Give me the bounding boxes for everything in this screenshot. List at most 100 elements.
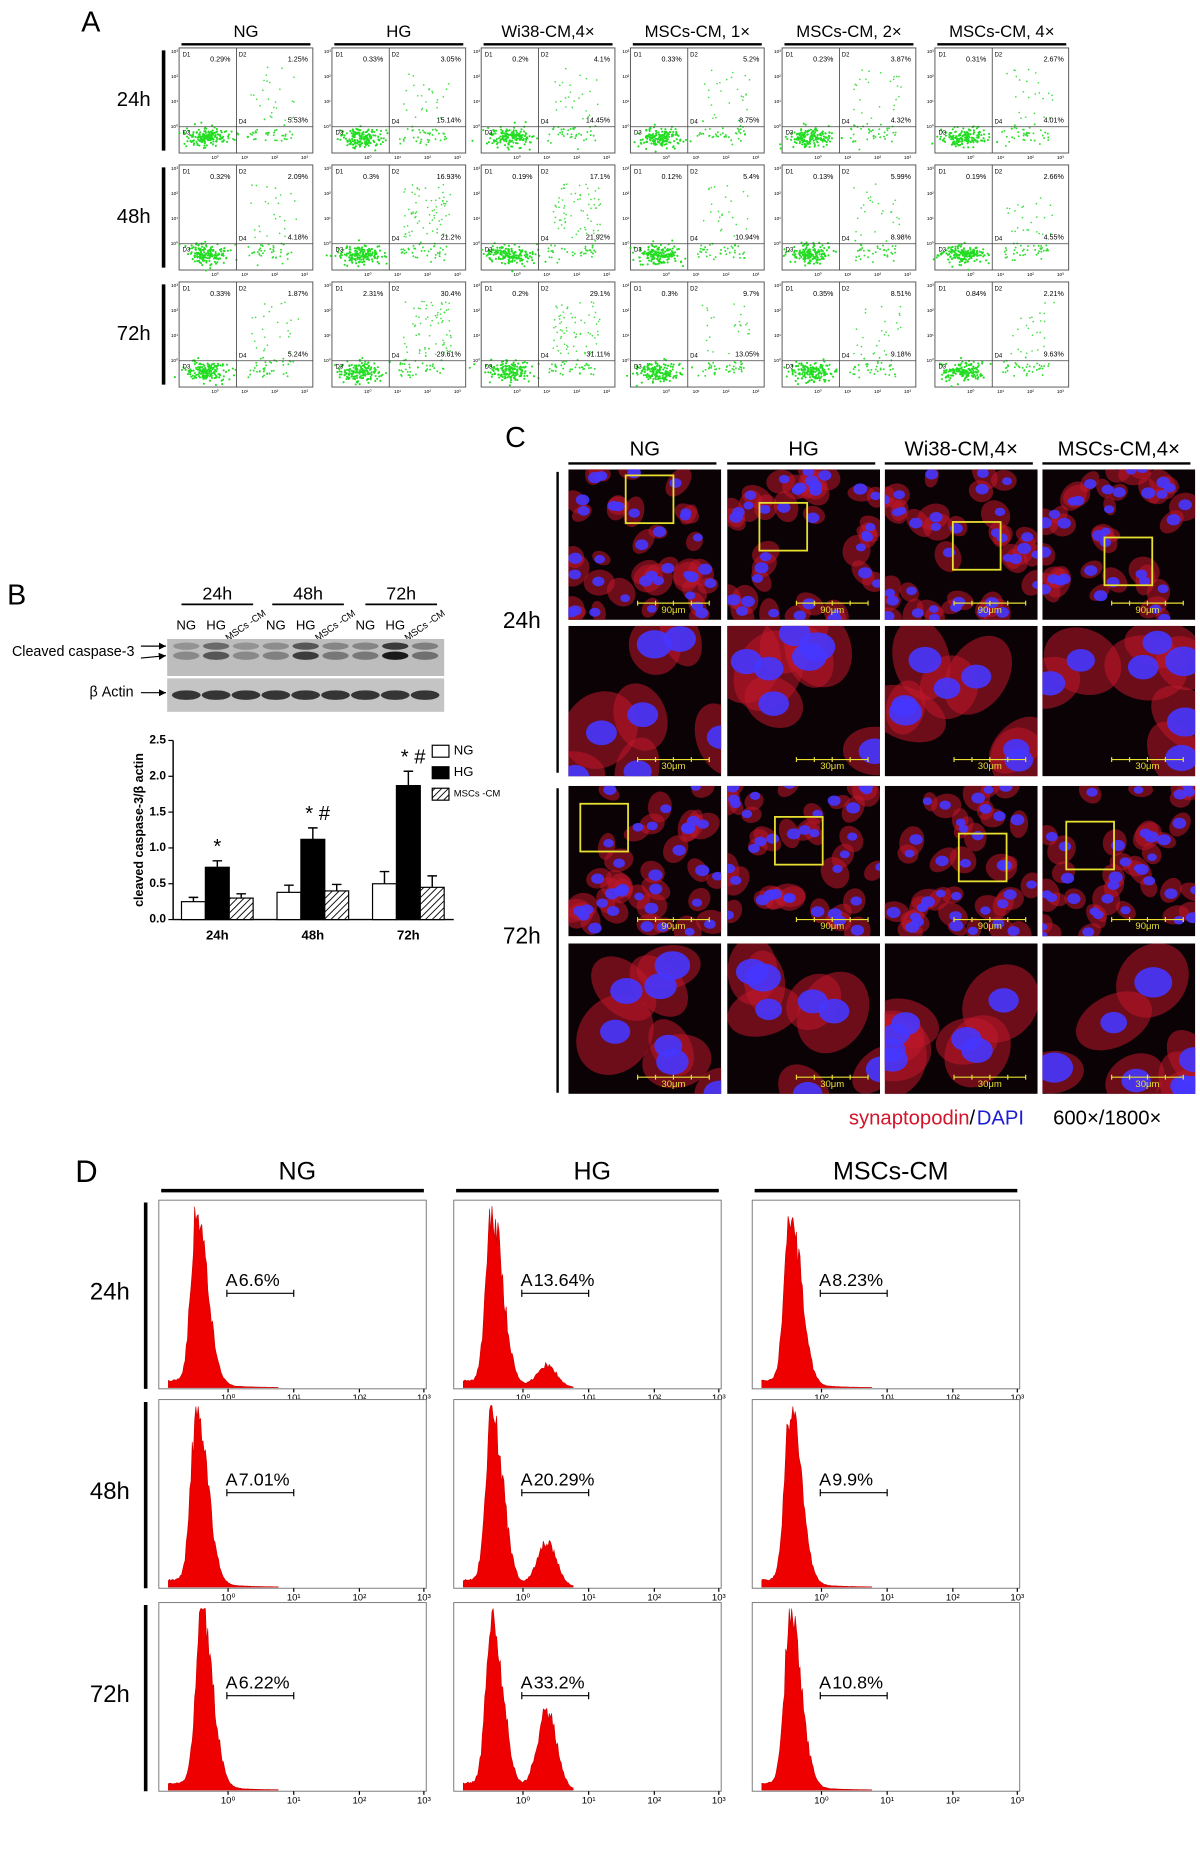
- event-dot: [1036, 216, 1038, 218]
- event-dot: [597, 331, 599, 333]
- event-dot: [520, 134, 522, 136]
- event-dot: [956, 254, 958, 256]
- event-dot: [1006, 256, 1008, 258]
- event-dot: [211, 377, 213, 379]
- event-dot: [255, 138, 257, 140]
- event-dot: [590, 367, 592, 369]
- axis-tick-label: 10²: [774, 308, 781, 314]
- event-dot: [219, 258, 221, 260]
- axis-tick-label: 10⁰: [171, 124, 178, 130]
- event-dot: [371, 258, 373, 260]
- event-dot: [211, 246, 213, 248]
- blot-band: [172, 690, 201, 700]
- event-dot: [714, 186, 716, 188]
- event-dot: [254, 237, 256, 239]
- event-dot: [547, 250, 549, 252]
- event-dot: [1040, 129, 1042, 131]
- event-dot: [510, 379, 512, 381]
- event-dot: [504, 263, 506, 265]
- event-dot: [857, 217, 859, 219]
- event-dot: [290, 319, 292, 321]
- event-dot: [888, 127, 890, 129]
- event-dot: [746, 228, 748, 230]
- event-dot: [853, 368, 855, 370]
- event-dot: [366, 363, 368, 365]
- event-dot: [514, 251, 516, 253]
- event-dot: [682, 265, 684, 267]
- event-dot: [501, 262, 503, 264]
- event-dot: [828, 247, 830, 249]
- event-dot: [253, 251, 255, 253]
- axis-tick-label: 10¹: [171, 333, 178, 339]
- quadrant-label: D2: [239, 287, 247, 293]
- event-dot: [585, 184, 587, 186]
- event-dot: [263, 374, 265, 376]
- event-dot: [275, 187, 277, 189]
- event-dot: [714, 114, 716, 116]
- nucleus: [569, 605, 582, 615]
- event-dot: [1047, 250, 1049, 252]
- event-dot: [275, 197, 277, 199]
- event-dot: [821, 365, 823, 367]
- event-dot: [214, 136, 216, 138]
- event-dot: [570, 193, 572, 195]
- event-dot: [967, 269, 969, 271]
- event-dot: [380, 375, 382, 377]
- event-dot: [888, 374, 890, 376]
- event-dot: [574, 253, 576, 255]
- event-dot: [357, 254, 359, 256]
- quadrant-label: D3: [786, 364, 794, 370]
- event-dot: [656, 363, 658, 365]
- event-dot: [424, 250, 426, 252]
- event-dot: [886, 129, 888, 131]
- event-dot: [565, 97, 567, 99]
- event-dot: [872, 129, 874, 131]
- legend-label: NG: [454, 743, 474, 758]
- event-dot: [1020, 351, 1022, 353]
- axis-tick-label: 10⁰: [774, 358, 781, 364]
- event-dot: [741, 95, 743, 97]
- axis-tick-label: 10²: [271, 272, 278, 278]
- event-dot: [804, 261, 806, 263]
- event-dot: [404, 215, 406, 217]
- event-dot: [567, 129, 569, 131]
- event-dot: [269, 248, 271, 250]
- event-dot: [1029, 365, 1031, 367]
- event-dot: [818, 253, 820, 255]
- event-dot: [359, 256, 361, 258]
- event-dot: [1043, 346, 1045, 348]
- event-dot: [264, 367, 266, 369]
- event-dot: [1015, 247, 1017, 249]
- column-header: HG: [386, 22, 411, 41]
- event-dot: [178, 132, 180, 134]
- event-dot: [351, 373, 353, 375]
- event-dot: [358, 141, 360, 143]
- event-dot: [354, 136, 356, 138]
- event-dot: [654, 124, 656, 126]
- event-dot: [271, 117, 273, 119]
- event-dot: [360, 144, 362, 146]
- percent-label: 5.2%: [743, 56, 760, 64]
- nucleus: [685, 591, 695, 599]
- event-dot: [664, 137, 666, 139]
- nucleus: [695, 608, 708, 619]
- event-dot: [945, 380, 947, 382]
- event-dot: [376, 246, 378, 248]
- event-dot: [649, 363, 651, 365]
- axis-tick-label: 10³: [927, 166, 934, 172]
- event-dot: [730, 139, 732, 141]
- event-dot: [632, 373, 634, 375]
- event-dot: [677, 142, 679, 144]
- event-dot: [735, 132, 737, 134]
- event-dot: [260, 250, 262, 252]
- event-dot: [564, 248, 566, 250]
- axis-tick-label: 10²: [324, 191, 331, 197]
- event-dot: [415, 256, 417, 258]
- event-dot: [655, 378, 657, 380]
- event-dot: [419, 308, 421, 310]
- event-dot: [1015, 364, 1017, 366]
- axis-tick-label: 10³: [752, 272, 759, 278]
- event-dot: [1006, 207, 1008, 209]
- event-dot: [585, 345, 587, 347]
- event-dot: [505, 138, 507, 140]
